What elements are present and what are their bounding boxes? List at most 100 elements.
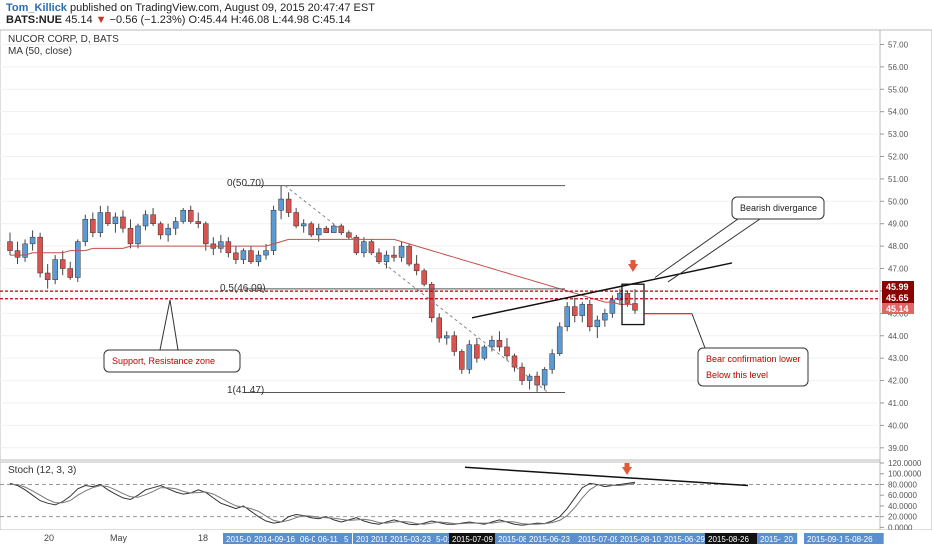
bearish-leader-a (654, 218, 739, 278)
time-label-bg-18 (804, 533, 861, 544)
bear-callout-box[interactable] (697, 347, 809, 387)
ma-legend: MA (50, close) (8, 46, 72, 57)
candle-body-45 (346, 232, 352, 238)
candle-body-0 (7, 241, 13, 251)
time-label-bg-9 (449, 533, 506, 544)
publish-header: Tom_Killick published on TradingView.com… (0, 0, 932, 28)
candle-body-33 (255, 254, 262, 263)
time-label-10: 2015-08- (498, 535, 530, 544)
candle-body-7 (59, 259, 66, 269)
last-price: 45.14 (65, 14, 93, 26)
price-pane[interactable] (0, 29, 881, 461)
candle-body-68 (519, 366, 525, 381)
candle-body-32 (248, 250, 254, 263)
price-axis-labels: 39.0040.0041.0042.0043.0044.0045.0046.00… (880, 40, 909, 453)
price-tick-label-14: 53.00 (888, 130, 909, 139)
time-label-bg-3 (315, 533, 347, 544)
candle-body-58 (443, 335, 450, 339)
candle-body-42 (323, 227, 330, 233)
price-tick-label-16: 55.00 (888, 85, 909, 94)
time-label-15: 2015-08-26 (708, 535, 749, 544)
stoch-divergence-line (464, 466, 749, 487)
candle-body-38 (293, 212, 299, 227)
price-change: −0.56 (−1.23%) (109, 14, 186, 26)
chart-title: NUCOR CORP, D, BATS (8, 34, 119, 45)
price-tick-label-12: 51.00 (888, 175, 909, 184)
candle-body-80 (609, 299, 616, 314)
time-label-16: 2015-0 (760, 535, 785, 544)
candle-body-62 (474, 344, 480, 359)
candle-body-15 (120, 216, 126, 229)
price-tick-label-0: 39.00 (888, 444, 909, 453)
candle-body-76 (579, 304, 586, 316)
author-name[interactable]: Tom_Killick (6, 2, 67, 14)
time-label-3: 06-11 (318, 535, 338, 544)
candle-body-13 (105, 212, 111, 224)
candle-body-18 (142, 214, 149, 227)
bear-callout-line1: Bear confirmation lower (706, 354, 801, 364)
symbol: BATS:NUE (6, 14, 63, 26)
stoch-lines (9, 466, 749, 526)
candle-body-67 (511, 355, 518, 368)
price-badge-2: 45.65 (886, 293, 909, 303)
time-label-5: 201 (356, 535, 370, 544)
x-label-1: 20 (44, 533, 54, 543)
candle-body-54 (413, 263, 420, 272)
candle-body-43 (331, 225, 337, 233)
price-tick-label-9: 48.00 (888, 242, 909, 251)
time-label-11: 2015-06-23 (529, 535, 570, 544)
price-tick-label-8: 47.00 (888, 265, 909, 274)
stoch-tick-label-3: 60.0000 (888, 491, 917, 500)
candle-body-1 (14, 250, 21, 258)
support-callout-text: Support, Resistance zone (112, 356, 215, 366)
candle-body-39 (300, 223, 307, 227)
time-label-bg-8 (433, 533, 460, 544)
candle-body-30 (233, 252, 239, 260)
candle-body-65 (496, 339, 503, 348)
candle-body-57 (436, 317, 442, 339)
candle-body-40 (308, 223, 314, 236)
price-axis[interactable] (879, 29, 932, 531)
candle-body-71 (541, 369, 548, 386)
price-badge-1-bg (882, 281, 914, 292)
price-tick-label-3: 42.00 (888, 377, 909, 386)
candle-body-55 (421, 270, 427, 285)
fib-label-mid: 0.5(46.09) (220, 283, 266, 294)
time-label-4: 5 (344, 535, 349, 544)
candle-body-47 (361, 241, 367, 254)
bearish-callout-text: Bearish divergance (740, 203, 817, 213)
candle-body-20 (157, 223, 164, 236)
time-label-18: 2015-09-18 (807, 535, 848, 544)
time-label-bg-15 (705, 533, 762, 544)
fib-trend-line (284, 185, 549, 393)
time-label-bg-17 (781, 533, 798, 544)
price-tick-label-17: 56.00 (888, 63, 909, 72)
price-tick-label-15: 54.00 (888, 108, 909, 117)
time-label-bg-12 (575, 533, 632, 544)
candle-body-79 (602, 313, 608, 321)
time-label-bg-14 (661, 533, 718, 544)
candle-body-37 (285, 198, 292, 213)
fib-label-top: 0(50.70) (227, 178, 264, 189)
candle-body-4 (37, 236, 43, 274)
candle-body-83 (632, 303, 638, 311)
support-callout-box[interactable] (103, 349, 241, 373)
stoch-pane[interactable] (0, 461, 881, 531)
price-tick-label-5: 44.00 (888, 332, 909, 341)
candle-body-28 (218, 241, 224, 249)
stoch-tick-label-4: 80.0000 (888, 480, 917, 489)
candle-body-59 (451, 335, 458, 352)
time-label-14: 2015-06-29 (664, 535, 705, 544)
time-label-13: 2015-08-10 (620, 535, 661, 544)
time-label-9: 2015-07-09 (452, 535, 493, 544)
bearish-callout-box[interactable] (731, 196, 825, 220)
candle-body-21 (165, 227, 171, 236)
time-label-6: 2015 (371, 535, 389, 544)
down-arrow-icon: ▼ (95, 14, 107, 26)
time-label-bg-2 (297, 533, 329, 544)
stoch-tick-label-6: 120.0000 (888, 459, 922, 468)
annotation-drawings (0, 185, 880, 475)
ohlc-values: O:45.44 H:46.08 L:44.98 C:45.14 (188, 14, 351, 26)
